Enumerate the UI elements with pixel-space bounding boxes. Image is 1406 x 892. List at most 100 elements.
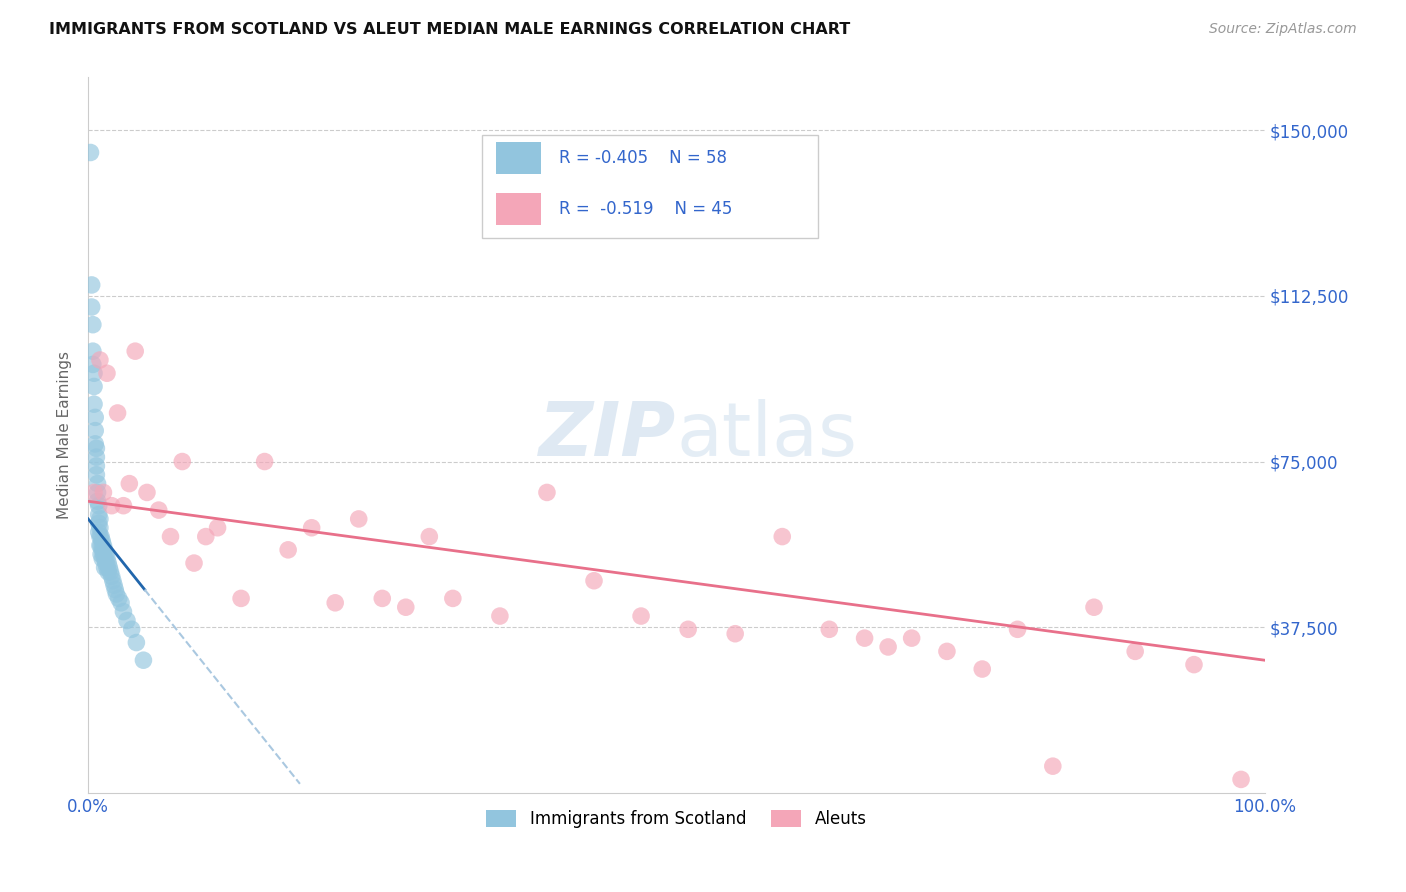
Point: [80, 300, 103, 314]
Text: ZIP: ZIP: [538, 399, 676, 472]
Point: [125, 635, 148, 649]
Point: [441, 591, 464, 606]
Point: [87, 499, 110, 513]
FancyBboxPatch shape: [482, 135, 817, 238]
Text: R = -0.405    N = 58: R = -0.405 N = 58: [558, 149, 727, 167]
Point: [93, 485, 115, 500]
Point: [1182, 657, 1205, 672]
Point: [770, 530, 793, 544]
Point: [194, 530, 217, 544]
Legend: Immigrants from Scotland, Aleuts: Immigrants from Scotland, Aleuts: [479, 803, 873, 834]
Point: [96, 551, 118, 566]
Point: [96, 366, 118, 380]
Point: [301, 521, 323, 535]
Point: [630, 609, 652, 624]
Point: [229, 591, 252, 606]
Point: [112, 499, 135, 513]
Point: [82, 344, 104, 359]
Point: [1007, 622, 1029, 636]
Point: [83, 485, 105, 500]
Point: [277, 542, 299, 557]
Point: [86, 458, 108, 473]
Point: [972, 662, 994, 676]
Point: [93, 542, 115, 557]
Point: [80, 277, 103, 292]
Point: [132, 653, 155, 667]
Point: [105, 587, 128, 601]
Point: [94, 547, 117, 561]
Point: [1042, 759, 1064, 773]
Point: [91, 551, 114, 566]
Point: [90, 530, 112, 544]
Point: [100, 569, 122, 583]
Point: [323, 596, 346, 610]
Point: [582, 574, 605, 588]
Point: [86, 450, 108, 464]
Point: [89, 530, 111, 544]
Point: [79, 145, 101, 160]
Point: [90, 547, 112, 561]
Point: [91, 534, 114, 549]
Point: [183, 556, 205, 570]
Point: [124, 344, 146, 359]
Point: [936, 644, 959, 658]
Point: [93, 560, 115, 574]
Text: atlas: atlas: [676, 399, 858, 472]
Point: [86, 476, 108, 491]
FancyBboxPatch shape: [496, 142, 541, 174]
Point: [90, 538, 112, 552]
Point: [877, 640, 900, 654]
Point: [159, 530, 181, 544]
Point: [676, 622, 699, 636]
Point: [148, 503, 170, 517]
Point: [101, 574, 124, 588]
Point: [853, 631, 876, 645]
Point: [86, 485, 108, 500]
Point: [107, 406, 129, 420]
Point: [818, 622, 841, 636]
Point: [82, 358, 104, 372]
Point: [107, 591, 129, 606]
Point: [1123, 644, 1146, 658]
Point: [89, 521, 111, 535]
Point: [371, 591, 394, 606]
Text: R =  -0.519    N = 45: R = -0.519 N = 45: [558, 201, 733, 219]
Point: [103, 578, 125, 592]
Point: [97, 565, 120, 579]
Y-axis label: Median Male Earnings: Median Male Earnings: [58, 351, 72, 519]
Point: [96, 560, 118, 574]
Point: [395, 600, 418, 615]
Point: [86, 467, 108, 482]
Point: [93, 538, 115, 552]
Point: [347, 512, 370, 526]
Point: [94, 556, 117, 570]
Point: [93, 547, 115, 561]
Point: [100, 499, 122, 513]
FancyBboxPatch shape: [496, 194, 541, 226]
Point: [118, 476, 141, 491]
Text: Source: ZipAtlas.com: Source: ZipAtlas.com: [1209, 22, 1357, 37]
Point: [86, 442, 108, 456]
Point: [115, 614, 138, 628]
Point: [89, 512, 111, 526]
Point: [84, 410, 107, 425]
Point: [98, 560, 121, 574]
Point: [100, 565, 122, 579]
Point: [82, 318, 104, 332]
Point: [536, 485, 558, 500]
Point: [84, 437, 107, 451]
Point: [253, 454, 276, 468]
Point: [112, 605, 135, 619]
Point: [172, 454, 194, 468]
Point: [110, 596, 132, 610]
Point: [87, 508, 110, 522]
Point: [97, 556, 120, 570]
Point: [89, 538, 111, 552]
Point: [136, 485, 159, 500]
Point: [207, 521, 229, 535]
Point: [87, 516, 110, 531]
Point: [91, 542, 114, 557]
Point: [89, 353, 111, 368]
Text: IMMIGRANTS FROM SCOTLAND VS ALEUT MEDIAN MALE EARNINGS CORRELATION CHART: IMMIGRANTS FROM SCOTLAND VS ALEUT MEDIAN…: [49, 22, 851, 37]
Point: [83, 397, 105, 411]
